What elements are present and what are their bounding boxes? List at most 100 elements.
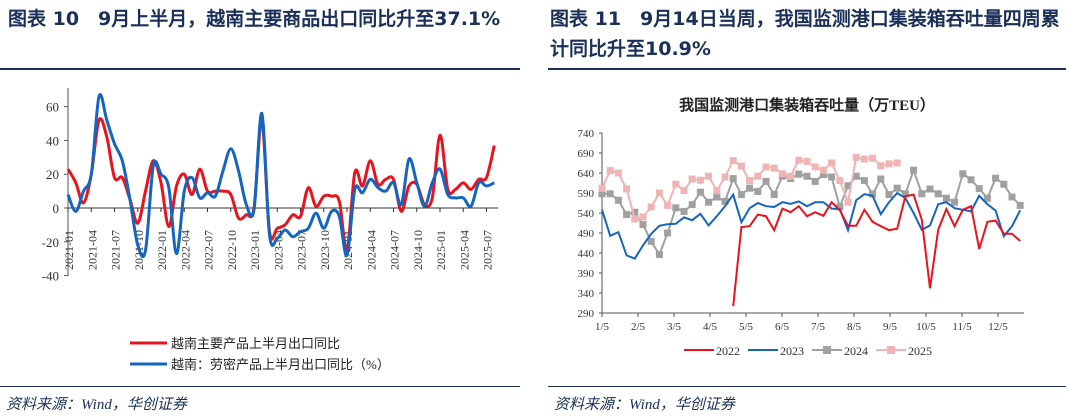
series-marker-2025 xyxy=(860,155,868,163)
y-tick-label: 20 xyxy=(46,167,59,182)
x-tick-label: 2025-07 xyxy=(481,230,495,270)
series-marker-2025 xyxy=(721,173,729,181)
x-tick-label: 2021-04 xyxy=(85,230,99,270)
series-marker-2024 xyxy=(598,190,606,198)
series-marker-2024 xyxy=(606,190,614,198)
series-marker-2024 xyxy=(705,198,713,206)
series-marker-2025 xyxy=(737,162,745,170)
y-tick-label: 390 xyxy=(578,268,595,280)
series-marker-2025 xyxy=(647,203,655,211)
series-marker-2025 xyxy=(614,169,622,177)
series-marker-2024 xyxy=(975,185,983,193)
y-tick-label: 40 xyxy=(46,133,59,148)
series-marker-2025 xyxy=(795,156,803,164)
x-tick-label: 11/5 xyxy=(952,321,972,333)
y-tick-label: 0 xyxy=(53,201,60,216)
series-marker-2024 xyxy=(877,175,885,183)
y-tick-label: 590 xyxy=(578,188,595,200)
y-tick-label: 290 xyxy=(578,308,595,320)
source-note: 资料来源：Wind，华创证券 xyxy=(6,397,187,413)
x-tick-label: 2024-07 xyxy=(388,230,402,270)
series-marker-2025 xyxy=(655,189,663,197)
legend-label: 2022 xyxy=(716,344,740,358)
series-marker-2024 xyxy=(819,171,827,179)
series-marker-2024 xyxy=(647,237,655,245)
y-tick-label: 490 xyxy=(578,228,595,240)
series-marker-2024 xyxy=(918,190,926,198)
series-marker-2025 xyxy=(696,176,704,184)
series-marker-2025 xyxy=(639,213,647,221)
series-marker-2025 xyxy=(598,184,606,192)
legend-label: 2023 xyxy=(780,344,804,358)
x-tick-label: 2021-07 xyxy=(109,230,123,270)
x-tick-label: 4/5 xyxy=(703,321,718,333)
x-tick-label: 1/5 xyxy=(595,321,610,333)
y-tick-label: 60 xyxy=(46,100,59,115)
x-tick-label: 2025-01 xyxy=(434,230,448,270)
x-tick-label: 10/5 xyxy=(916,321,936,333)
series-marker-2024 xyxy=(992,174,1000,182)
x-tick-label: 8/5 xyxy=(847,321,862,333)
series-marker-2025 xyxy=(811,163,819,171)
series-marker-2024 xyxy=(836,203,844,211)
x-tick-label: 2021-01 xyxy=(62,230,76,270)
series-line-2023 xyxy=(601,191,1022,260)
series-marker-2024 xyxy=(885,191,893,199)
series-marker-2025 xyxy=(844,198,852,206)
y-tick-label: 740 xyxy=(578,128,595,140)
x-tick-label: 7/5 xyxy=(811,321,826,333)
series-marker-2025 xyxy=(877,162,885,170)
series-marker-2025 xyxy=(885,160,893,168)
x-tick-label: 3/5 xyxy=(667,321,682,333)
x-tick-label: 5/5 xyxy=(739,321,754,333)
series-marker-2024 xyxy=(942,194,950,202)
source-note: 资料来源：Wind，华创证券 xyxy=(554,397,735,413)
series-marker-2024 xyxy=(1000,180,1008,188)
y-tick-label: 690 xyxy=(578,148,595,160)
series-marker-2024 xyxy=(869,190,877,198)
series-marker-2024 xyxy=(623,211,631,219)
series-marker-2025 xyxy=(672,180,680,188)
x-tick-label: 2022-01 xyxy=(155,230,169,270)
legend-label: 2025 xyxy=(908,344,932,358)
right-figure: 图表 11 9月14日当周，我国监测港口集装箱吞吐量四周累计同比升至10.9% … xyxy=(548,0,1066,418)
footer-divider xyxy=(0,386,520,387)
series-marker-2024 xyxy=(1008,193,1016,201)
series-marker-2024 xyxy=(795,170,803,178)
series-marker-2024 xyxy=(852,172,860,180)
port-throughput-chart: 我国监测港口集装箱吞吐量（万TEU） 740 690 640 590 540 490 440 3… xyxy=(578,96,1024,358)
y-tick-label: -40 xyxy=(42,269,59,284)
series-marker-2025 xyxy=(836,177,844,185)
series-marker-2025 xyxy=(828,159,836,167)
title-divider xyxy=(0,68,520,70)
series-marker-2025 xyxy=(852,153,860,161)
y-tick-label: 440 xyxy=(578,248,595,260)
series-marker-2025 xyxy=(705,172,713,180)
x-tick-label: 2023-07 xyxy=(295,230,309,270)
series-marker-2024 xyxy=(893,184,901,192)
x-tick-label: 2025-04 xyxy=(457,230,471,270)
series-marker-2024 xyxy=(860,177,868,185)
series-marker-2024 xyxy=(901,190,909,198)
x-tick-label: 2/5 xyxy=(631,321,646,333)
series-marker-2024 xyxy=(926,185,934,193)
series-marker-2024 xyxy=(967,176,975,184)
series-marker-2024 xyxy=(737,191,745,199)
series-line-2 xyxy=(66,93,495,259)
series-marker-2025 xyxy=(664,201,672,209)
legend-label: 越南：劳密产品上半月出口同比（%） xyxy=(171,357,390,372)
series-marker-2024 xyxy=(713,193,721,201)
legend-marker xyxy=(823,346,831,354)
x-tick-label: 2024-10 xyxy=(411,230,425,270)
series-marker-2024 xyxy=(631,208,639,216)
x-tick-label: 2023-10 xyxy=(318,230,332,270)
series-marker-2024 xyxy=(754,187,762,195)
series-marker-2025 xyxy=(787,172,795,180)
series-marker-2025 xyxy=(754,172,762,180)
series-marker-2024 xyxy=(655,251,663,259)
series-marker-2024 xyxy=(721,197,729,205)
figure-title: 图表 10 9月上半月，越南主要商品出口同比升至37.1% xyxy=(8,8,501,30)
series-marker-2025 xyxy=(778,170,786,178)
series-marker-2024 xyxy=(934,190,942,198)
